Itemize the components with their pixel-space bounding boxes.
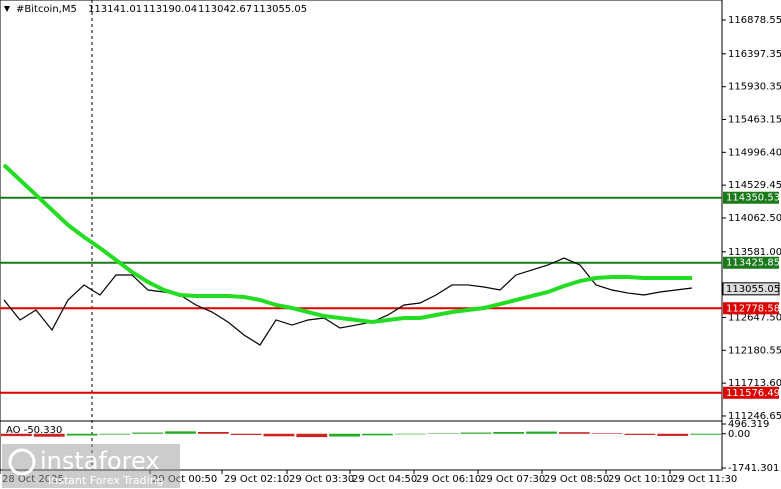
- ao-bar: [263, 433, 295, 437]
- ao-label: AO -50.330: [6, 425, 62, 436]
- level-tag: [723, 386, 779, 399]
- logo-tagline: Instant Forex Trading: [48, 474, 164, 487]
- level-label: 113425.85: [726, 258, 780, 269]
- ao-bar: [624, 433, 656, 435]
- ao-bar: [526, 431, 557, 434]
- ohlc-open: 113141.01: [88, 4, 142, 15]
- y-tick-label: 114062.50: [728, 213, 781, 224]
- ao-bar: [296, 433, 328, 438]
- y-tick-label: 115463.15: [728, 115, 781, 126]
- price-label: 113055.05: [726, 284, 780, 295]
- y-tick-label: 112647.50: [728, 312, 781, 323]
- ao-bar: [690, 433, 721, 435]
- ao-tick-label: 496.319: [728, 419, 769, 430]
- logo-name: instaforex: [40, 447, 160, 475]
- ma-line: [2, 163, 692, 325]
- y-tick-label: 116397.35: [728, 49, 781, 60]
- level-tag: [723, 302, 779, 315]
- y-tick-label: 112180.55: [728, 345, 781, 356]
- ao-bar: [460, 432, 492, 434]
- ao-bar: [329, 433, 360, 437]
- ao-bar: [33, 433, 65, 437]
- ao-bar: [394, 433, 426, 435]
- ao-bar: [558, 432, 590, 434]
- ao-bar: [99, 433, 131, 435]
- logo-bg: [2, 444, 180, 488]
- x-tick-label: 29 Oct 10:10: [608, 474, 673, 485]
- ohlc-low: 113042.67: [198, 4, 252, 15]
- level-label: 111576.49: [726, 388, 780, 399]
- x-tick-label: 29 Oct 03:30: [289, 474, 354, 485]
- x-tick-label: 29 Oct 08:50: [544, 474, 609, 485]
- logo: instaforex Instant Forex Trading: [2, 444, 180, 488]
- ohlc-high: 113190.04: [143, 4, 197, 15]
- chart-title: #Bitcoin,M5: [16, 4, 77, 15]
- y-tick-label: 116878.55: [728, 15, 781, 26]
- ao-bar: [362, 433, 393, 436]
- ao-tick-label: -1741.301: [728, 463, 779, 474]
- y-tick-label: 111713.60: [728, 378, 781, 389]
- ao-bar: [165, 431, 196, 434]
- level-tag: [723, 256, 779, 269]
- ao-bar: [493, 431, 525, 434]
- x-tick-label: 29 Oct 07:30: [480, 474, 545, 485]
- y-tick-label: 115930.35: [728, 82, 781, 93]
- ao-bar: [132, 432, 164, 434]
- plot-frame: [0, 0, 723, 471]
- y-tick-label: 113581.00: [728, 247, 781, 258]
- level-tag: [723, 191, 779, 204]
- price-tag: [722, 282, 780, 296]
- ao-bar: [230, 433, 262, 435]
- ohlc-close: 113055.05: [253, 4, 307, 15]
- ao-bar: [1, 433, 32, 437]
- x-tick-label: 29 Oct 04:50: [352, 474, 417, 485]
- ao-bar: [197, 431, 229, 434]
- level-label: 112778.58: [726, 303, 780, 314]
- ao-bar: [657, 433, 689, 436]
- y-tick-label: 114529.45: [728, 180, 781, 191]
- ao-tick-label: 0.00: [728, 429, 750, 440]
- ao-bar: [66, 433, 98, 436]
- level-label: 114350.53: [726, 193, 780, 204]
- x-tick-label: 29 Oct 00:50: [152, 474, 217, 485]
- ao-bar: [591, 433, 623, 434]
- y-tick-label: 111246.65: [728, 411, 781, 422]
- symbol-arrow: [4, 6, 10, 12]
- logo-icon: [8, 448, 36, 476]
- x-tick-label: 29 Oct 11:30: [672, 474, 737, 485]
- y-tick-label: 114996.40: [728, 147, 781, 158]
- price-line: [3, 257, 693, 346]
- x-tick-label: 29 Oct 06:10: [416, 474, 481, 485]
- x-tick-label: 29 Oct 02:10: [224, 474, 289, 485]
- ao-bar: [427, 433, 459, 434]
